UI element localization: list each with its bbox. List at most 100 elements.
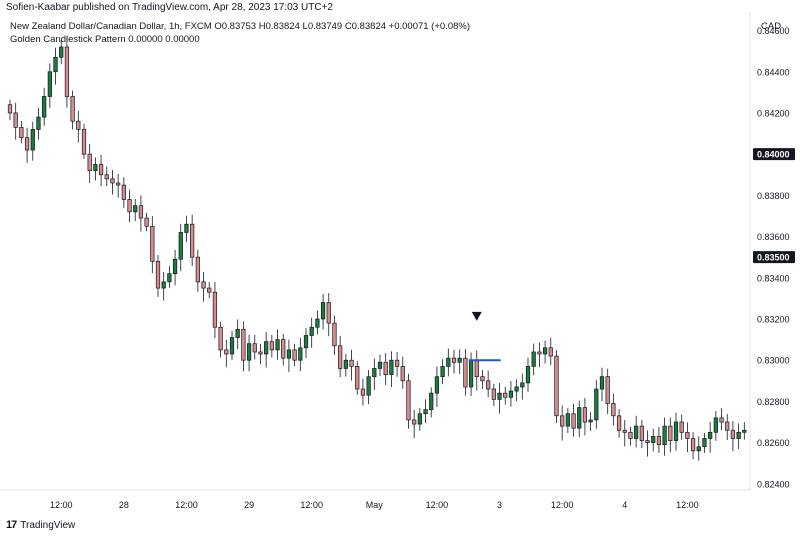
time-tick-label: 3 <box>497 500 502 510</box>
price-tick-label: 0.83500 <box>757 253 790 263</box>
bearish-candle <box>537 351 542 355</box>
bullish-candle <box>320 302 326 320</box>
time-tick-label: 12:00 <box>426 500 449 510</box>
bullish-candle <box>565 413 570 427</box>
bearish-candle <box>87 153 92 171</box>
candles-group <box>7 36 747 461</box>
bearish-candle <box>104 174 109 180</box>
time-tick-label: May <box>366 500 384 510</box>
bullish-candle <box>429 392 434 410</box>
bullish-candle <box>588 419 593 423</box>
bearish-candle <box>486 380 491 390</box>
bearish-candle <box>212 291 218 328</box>
bearish-candle <box>412 419 417 425</box>
bearish-candle <box>639 425 644 441</box>
bullish-candle <box>531 351 536 367</box>
tradingview-logo-icon: 17 <box>6 519 17 531</box>
price-tick-label: 0.83600 <box>757 232 790 242</box>
bullish-candle <box>53 56 58 73</box>
bullish-candle <box>167 273 172 283</box>
bullish-candle <box>30 129 35 151</box>
price-axis[interactable]: 0.84600 0.84400 0.84200 0.84000 0.83800 0.836… <box>753 26 795 489</box>
bearish-candle <box>611 403 616 417</box>
bullish-candle <box>264 341 269 355</box>
published-by-line: Sofien-Kaabar published on TradingView.c… <box>6 2 333 13</box>
bullish-candle <box>343 359 348 369</box>
bullish-candle <box>514 386 519 392</box>
bullish-candle <box>736 431 741 439</box>
bearish-candle <box>150 225 155 262</box>
bearish-candle <box>668 425 673 441</box>
bullish-candle <box>673 421 679 441</box>
bearish-candle <box>252 343 257 353</box>
price-tag-highlight <box>753 251 795 264</box>
bullish-candle <box>577 407 582 429</box>
bearish-candle <box>201 281 206 289</box>
bullish-candle <box>366 376 371 396</box>
tradingview-footer[interactable]: 17 TradingView <box>6 519 75 531</box>
bearish-candle <box>503 392 508 398</box>
bullish-candle <box>662 425 667 446</box>
bearish-candle <box>360 388 366 396</box>
price-tick-label: 0.83000 <box>757 356 790 366</box>
bearish-candle <box>258 351 263 355</box>
symbol-legend[interactable]: New Zealand Dollar/Canadian Dollar, 1h, … <box>10 21 470 32</box>
bearish-candle <box>19 127 24 139</box>
time-tick-label: 4 <box>622 500 627 510</box>
bearish-candle <box>355 366 360 390</box>
bullish-candle <box>309 326 314 336</box>
time-tick-label: 12:00 <box>300 500 323 510</box>
signals-group <box>468 311 501 362</box>
price-tick-label: 0.84400 <box>757 67 790 77</box>
price-tick-label: 0.82400 <box>757 479 790 489</box>
price-tick-label: 0.83200 <box>757 314 790 324</box>
bearish-candle <box>628 431 633 439</box>
bullish-candle <box>377 361 383 369</box>
bearish-candle <box>110 178 115 184</box>
bearish-candle <box>656 436 662 446</box>
bearish-candle <box>480 376 485 382</box>
bullish-candle <box>417 413 422 425</box>
bearish-candle <box>400 366 405 382</box>
time-axis[interactable]: 12:00 28 12:00 29 12:00 May 12:00 3 12:00 4 12:00 <box>50 500 699 510</box>
bearish-candle <box>725 421 730 431</box>
indicator-legend[interactable]: Golden Candlestick Pattern 0.00000 0.000… <box>10 34 200 45</box>
bearish-candle <box>70 96 75 122</box>
bullish-candle <box>508 390 514 398</box>
bullish-candle <box>372 368 377 378</box>
bullish-candle <box>93 164 98 171</box>
bearish-candle <box>491 388 496 400</box>
bearish-candle <box>730 429 736 439</box>
bearish-candle <box>645 440 650 443</box>
bullish-candle <box>651 436 656 443</box>
bullish-candle <box>434 376 440 394</box>
bearish-candle <box>98 164 104 176</box>
price-tick-label: 0.84600 <box>757 26 790 36</box>
bullish-candle <box>178 232 183 260</box>
bearish-candle <box>326 302 331 324</box>
bullish-candle <box>303 335 309 349</box>
bearish-candle <box>121 184 126 200</box>
price-tick-label: 0.84000 <box>757 150 790 160</box>
currency-label: CAD <box>761 21 782 32</box>
bearish-candle <box>332 322 337 347</box>
time-tick-label: 29 <box>244 500 254 510</box>
bullish-candle <box>315 318 320 328</box>
bearish-candle <box>622 429 627 433</box>
bearish-candle <box>463 357 468 388</box>
price-tick-label: 0.82800 <box>757 397 790 407</box>
bullish-candle <box>708 431 713 439</box>
bearish-candle <box>224 349 229 355</box>
bullish-candle <box>235 328 240 338</box>
bearish-candle <box>190 223 195 258</box>
tradingview-brand: TradingView <box>20 519 76 531</box>
bullish-candle <box>542 347 548 355</box>
bullish-candle <box>634 425 639 439</box>
bearish-candle <box>116 182 121 186</box>
time-tick-label: 12:00 <box>50 500 73 510</box>
bullish-candle <box>47 71 52 97</box>
bearish-candle <box>383 361 388 375</box>
bullish-candle <box>133 205 138 213</box>
bullish-candle <box>696 446 701 452</box>
